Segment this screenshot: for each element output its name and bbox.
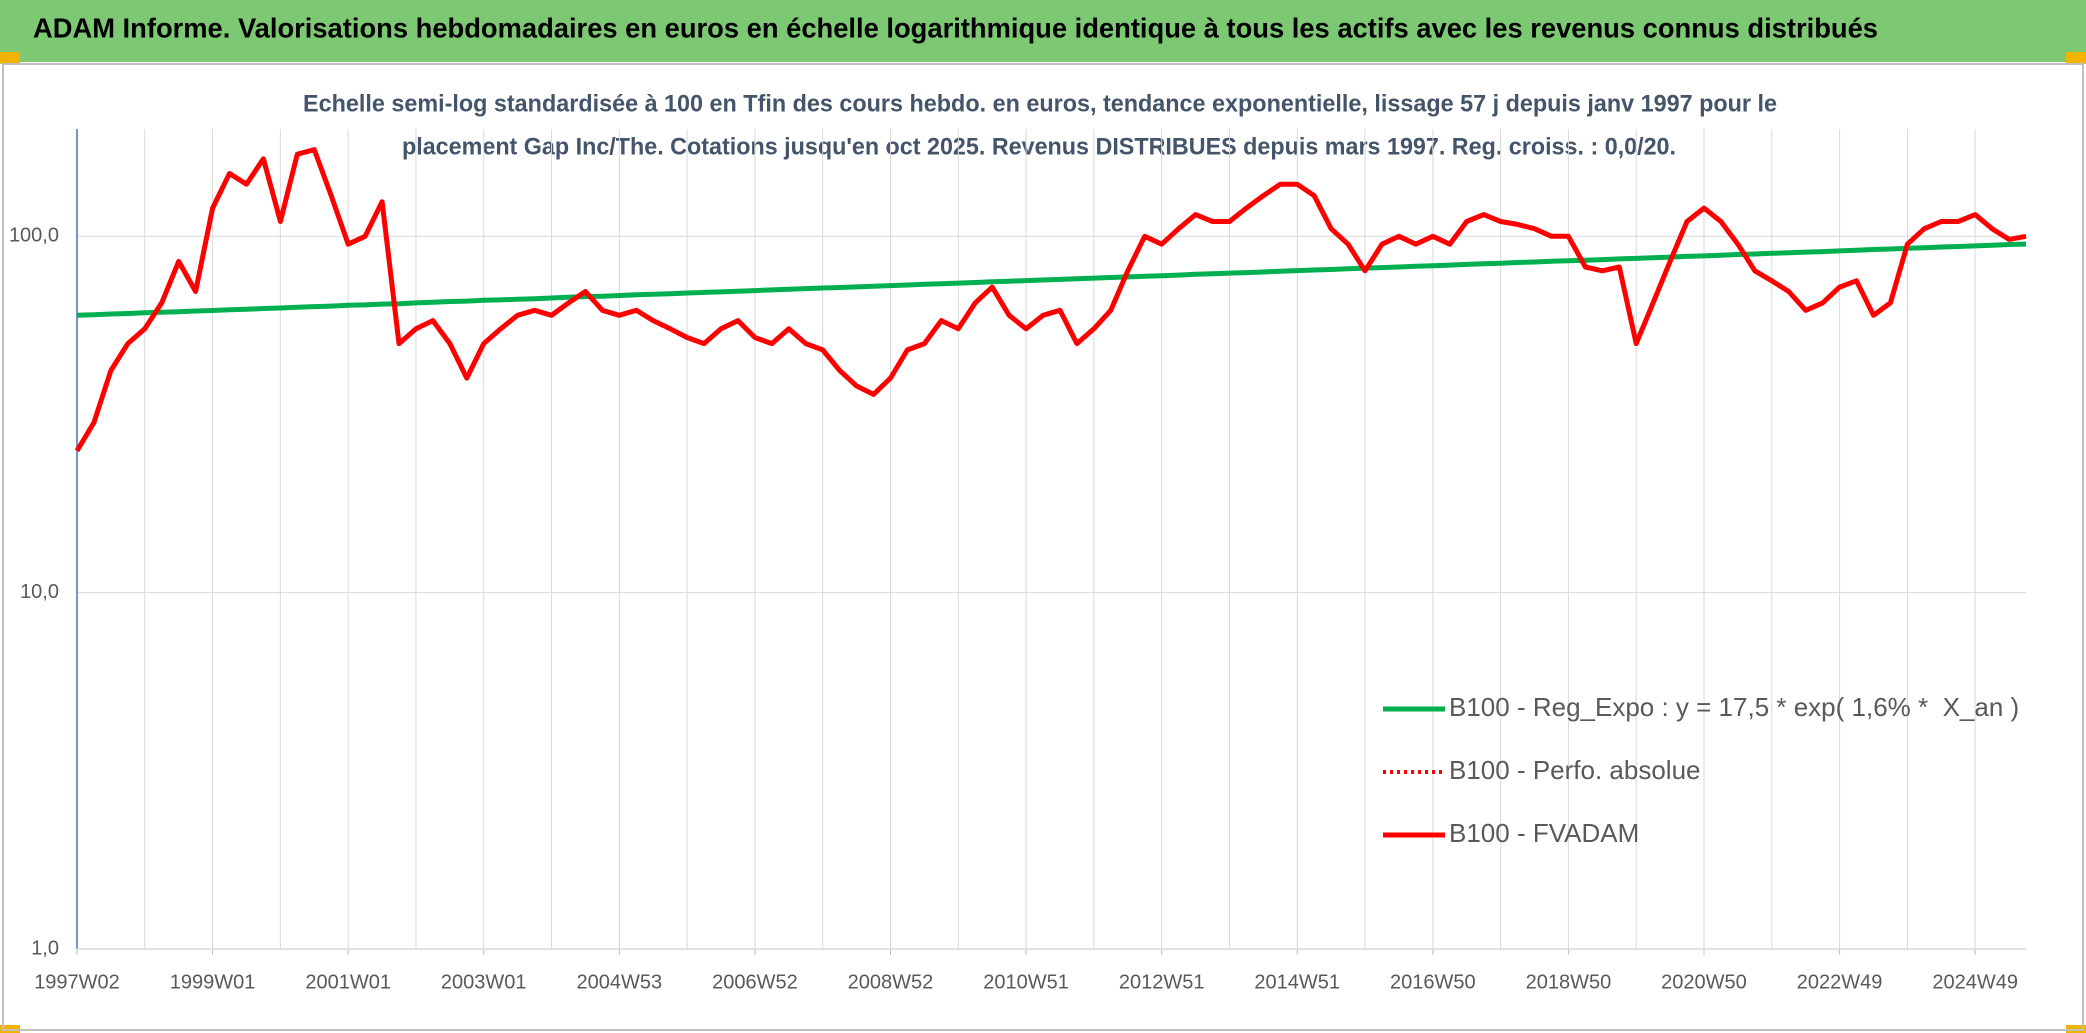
x-tick-label: 2010W51 <box>983 971 1069 993</box>
x-tick-label: 2003W01 <box>441 971 527 993</box>
header-bar <box>0 0 2086 62</box>
series-line <box>76 241 2027 318</box>
y-tick-label: 10,0 <box>20 581 59 603</box>
legend-label: B100 - Perfo. absolue <box>1449 755 1701 785</box>
x-tick-label: 2016W50 <box>1390 971 1476 993</box>
chart-subtitle: placement Gap Inc/The. Cotations jusqu'e… <box>402 133 1676 160</box>
chart-subtitle: Echelle semi-log standardisée à 100 en T… <box>303 90 1777 117</box>
chart-border <box>2 63 2084 1031</box>
y-tick-label: 100,0 <box>9 225 59 247</box>
x-tick-label: 1997W02 <box>34 971 120 993</box>
x-tick-label: 2022W49 <box>1797 971 1883 993</box>
corner-mark <box>2066 52 2086 64</box>
x-tick-label: 2001W01 <box>305 971 391 993</box>
chart-title: ADAM Informe. Valorisations hebdomadaire… <box>33 12 1878 43</box>
x-tick-label: 2006W52 <box>712 971 798 993</box>
x-tick-label: 1999W01 <box>170 971 256 993</box>
corner-mark <box>0 52 20 64</box>
x-tick-label: 2012W51 <box>1119 971 1205 993</box>
y-tick-label: 1,0 <box>31 937 59 959</box>
legend-label: B100 - Reg_Expo : y = 17,5 * exp( 1,6% *… <box>1449 692 2019 722</box>
x-tick-label: 2008W52 <box>848 971 934 993</box>
x-tick-label: 2014W51 <box>1254 971 1340 993</box>
series-line <box>74 147 2027 453</box>
x-tick-label: 2018W50 <box>1526 971 1612 993</box>
x-tick-label: 2020W50 <box>1661 971 1747 993</box>
x-tick-label: 2024W49 <box>1932 971 2018 993</box>
legend-label: B100 - FVADAM <box>1449 818 1639 848</box>
x-tick-label: 2004W53 <box>577 971 663 993</box>
